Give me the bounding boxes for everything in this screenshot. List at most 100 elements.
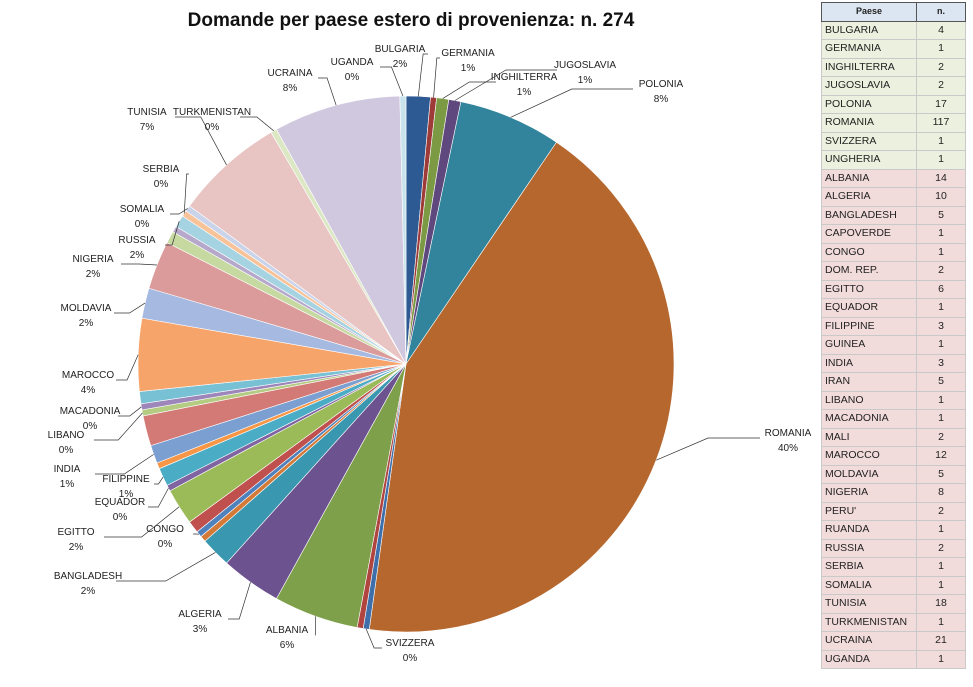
leader-line	[314, 616, 316, 636]
country-count: 17	[916, 94, 966, 114]
country-count: 2	[916, 501, 966, 521]
slice-label: SVIZZERA	[386, 638, 435, 649]
slice-label: LIBANO	[48, 430, 85, 441]
country-name: INDIA	[821, 353, 917, 373]
pie-slice-romania	[368, 141, 675, 633]
slice-percent: 40%	[778, 443, 798, 454]
table-row: GERMANIA 1	[821, 39, 966, 59]
table-row: CAPOVERDE 1	[821, 224, 966, 244]
country-name: JUGOSLAVIA	[821, 76, 917, 96]
leader-line	[240, 116, 275, 132]
country-count: 1	[916, 575, 966, 595]
table-row: ROMANIA 117	[821, 113, 966, 133]
country-name: ROMANIA	[821, 113, 917, 133]
leader-line	[118, 406, 142, 417]
country-count: 21	[916, 631, 966, 651]
country-count: 18	[916, 594, 966, 614]
pie-slice-tunisia	[189, 132, 407, 365]
country-count: 10	[916, 187, 966, 207]
table-row: MAROCCO 12	[821, 446, 966, 466]
country-count: 5	[916, 372, 966, 392]
country-name: IRAN	[821, 372, 917, 392]
table-row: UNGHERIA 1	[821, 150, 966, 170]
table-row: UCRAINA 21	[821, 631, 966, 651]
chart-title: Domande per paese estero di provenienza:…	[187, 10, 635, 31]
country-count: 1	[916, 649, 966, 669]
country-name: MOLDAVIA	[821, 464, 917, 484]
table-row: LIBANO 1	[821, 390, 966, 410]
country-name: FILIPPINE	[821, 316, 917, 336]
table-row: CONGO 1	[821, 242, 966, 262]
leader-line	[380, 66, 404, 97]
slice-percent: 3%	[193, 624, 208, 635]
country-count: 1	[916, 224, 966, 244]
country-name: NIGERIA	[821, 483, 917, 503]
table-row: UGANDA 1	[821, 649, 966, 669]
table-row: EQUADOR 1	[821, 298, 966, 318]
table-row: RUSSIA 2	[821, 538, 966, 558]
country-count: 3	[916, 353, 966, 373]
leader-line	[433, 57, 440, 98]
pie-slice-uganda	[399, 95, 407, 365]
slice-percent: 1%	[60, 479, 75, 490]
slice-label: TUNISIA	[127, 107, 167, 118]
leader-line	[170, 208, 188, 215]
table-row: SVIZZERA 1	[821, 131, 966, 151]
slice-label: SOMALIA	[120, 204, 165, 215]
country-count: 4	[916, 20, 966, 40]
slice-percent: 0%	[59, 445, 74, 456]
table-row: FILIPPINE 3	[821, 316, 966, 336]
country-count: 2	[916, 57, 966, 77]
country-name: MACADONIA	[821, 409, 917, 429]
country-count: 1	[916, 557, 966, 577]
country-name: SOMALIA	[821, 575, 917, 595]
country-name: INGHILTERRA	[821, 57, 917, 77]
leader-line	[656, 437, 760, 461]
country-count: 1	[916, 520, 966, 540]
slice-label: ALBANIA	[266, 625, 309, 636]
slice-percent: 0%	[205, 122, 220, 133]
slice-percent: 0%	[135, 219, 150, 230]
slice-label: POLONIA	[639, 79, 684, 90]
country-name: BULGARIA	[821, 20, 917, 40]
table-row: PERU' 2	[821, 501, 966, 521]
slice-percent: 2%	[81, 586, 96, 597]
slice-label: GERMANIA	[441, 48, 495, 59]
leader-line	[417, 53, 428, 97]
country-count: 3	[916, 316, 966, 336]
country-name: TURKMENISTAN	[821, 612, 917, 632]
table-row: IRAN 5	[821, 372, 966, 392]
leader-line	[318, 77, 337, 106]
slice-percent: 2%	[393, 59, 408, 70]
country-count: 1	[916, 335, 966, 355]
leader-line	[94, 412, 143, 441]
country-name: TUNISIA	[821, 594, 917, 614]
slice-percent: 2%	[130, 250, 145, 261]
table-row: JUGOSLAVIA 2	[821, 76, 966, 96]
slice-label: RUSSIA	[118, 235, 156, 246]
country-count: 1	[916, 150, 966, 170]
table-header: Paese n.	[821, 2, 966, 22]
country-count: 117	[916, 113, 966, 133]
country-name: SERBIA	[821, 557, 917, 577]
table-row: POLONIA 17	[821, 94, 966, 114]
slice-label: TURKMENISTAN	[173, 107, 251, 118]
leader-line	[116, 354, 139, 381]
country-name: RUANDA	[821, 520, 917, 540]
country-count: 1	[916, 298, 966, 318]
slice-percent: 0%	[345, 72, 360, 83]
leader-line	[154, 476, 164, 485]
country-name: CONGO	[821, 242, 917, 262]
leader-line	[165, 221, 180, 246]
slice-label: BANGLADESH	[54, 571, 122, 582]
country-name: GERMANIA	[821, 39, 917, 59]
table-row: BULGARIA 4	[821, 20, 966, 40]
table-row: SOMALIA 1	[821, 575, 966, 595]
slice-percent: 7%	[140, 122, 155, 133]
country-name: MALI	[821, 427, 917, 447]
country-name: GUINEA	[821, 335, 917, 355]
slice-label: JUGOSLAVIA	[554, 60, 616, 71]
leader-line	[114, 302, 146, 314]
table-row: INGHILTERRA 2	[821, 57, 966, 77]
table-row: SERBIA 1	[821, 557, 966, 577]
